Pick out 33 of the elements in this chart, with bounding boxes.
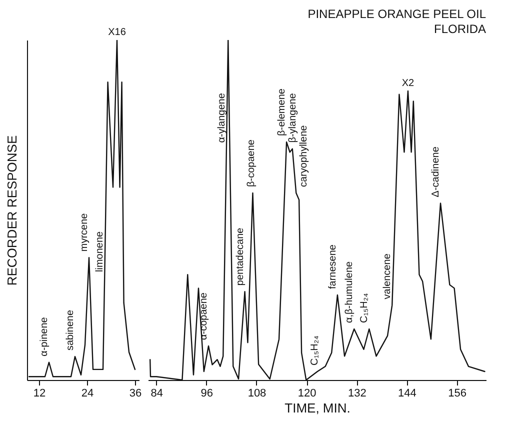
x-tick-label: 156 [448, 388, 466, 400]
annotation: pentadecane [234, 227, 246, 286]
x-tick-label: 24 [81, 388, 94, 400]
annotation: β-copaene [246, 139, 257, 187]
annotation: valencene [382, 253, 394, 300]
annotation: limonene [94, 230, 106, 272]
annotation: Δ-cadinene [430, 146, 442, 198]
annotation: α,β-humulene [344, 261, 356, 323]
x-tick-label: 36 [129, 388, 142, 400]
y-axis-title: RECORDER RESPONSE [4, 135, 20, 286]
x-tick-label: 120 [298, 388, 316, 400]
annotation: X2 [402, 78, 415, 89]
annotation: myrcene [79, 212, 90, 252]
x-axis-title: TIME, MIN. [284, 400, 350, 416]
chart-subtitle: FLORIDA [434, 22, 486, 36]
annotation: C₁₅H₂₄ [359, 293, 370, 323]
annotation: α-pinene [39, 316, 50, 356]
x-tick-label: 108 [248, 388, 266, 400]
annotation: β-elemene [276, 88, 288, 136]
annotation: X16 [108, 27, 126, 38]
annotation: caryophyllene [298, 124, 310, 187]
annotation: sabinene [65, 310, 76, 351]
x-tick-label: 84 [150, 388, 163, 400]
x-tick-label: 96 [200, 388, 214, 400]
annotation: C₁₅H₂₄ [310, 336, 321, 366]
annotation: α-copaene [198, 292, 210, 340]
annotation: α-ylangene [216, 92, 228, 143]
chart-title: PINEAPPLE ORANGE PEEL OIL [308, 7, 486, 21]
annotation: farnesene [327, 244, 338, 289]
x-tick-label: 132 [348, 388, 366, 400]
x-tick-label: 12 [33, 388, 46, 400]
annotation: β-ylangene [288, 92, 299, 143]
x-tick-label: 144 [398, 388, 416, 400]
